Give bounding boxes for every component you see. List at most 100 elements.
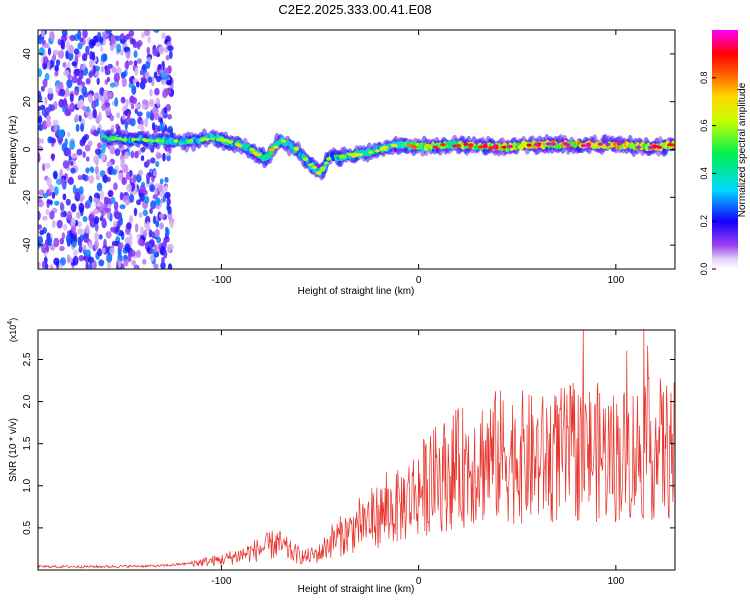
heatmap-cell — [107, 176, 111, 183]
heatmap-cell — [167, 45, 174, 52]
heatmap-cell — [42, 192, 49, 199]
heatmap-cell — [136, 234, 141, 240]
heatmap-cell — [128, 215, 134, 224]
heatmap-cell — [94, 148, 102, 155]
colorbar-tick-label: 0.6 — [699, 119, 709, 132]
heatmap-cell — [94, 165, 99, 176]
heatmap-cell — [136, 249, 141, 258]
heatmap-cell — [129, 118, 136, 127]
heatmap-cell — [157, 64, 162, 70]
heatmap-cell — [92, 108, 97, 119]
heatmap-cell — [77, 174, 83, 181]
heatmap-cell — [163, 239, 167, 249]
heatmap-cell — [154, 87, 160, 96]
heatmap-cell — [424, 143, 430, 148]
heatmap-cell — [133, 207, 138, 217]
heatmap-cell — [92, 64, 96, 75]
y-tick-label: 2.5 — [22, 352, 33, 366]
heatmap-cell — [53, 257, 60, 266]
heatmap-cell — [146, 246, 151, 253]
heatmap-cell — [88, 71, 93, 78]
heatmap-cell — [432, 145, 438, 149]
heatmap-cell — [66, 131, 71, 138]
figure-title: C2E2.2025.333.00.41.E08 — [278, 2, 431, 17]
heatmap-cell — [42, 215, 48, 221]
heatmap-cell — [52, 170, 58, 179]
heatmap-cell — [86, 106, 90, 113]
heatmap-cell — [78, 255, 84, 262]
heatmap-cell — [165, 88, 172, 95]
heatmap-cell — [62, 224, 68, 231]
heatmap-cell — [143, 229, 148, 238]
heatmap-cell — [77, 228, 84, 235]
heatmap-cell — [100, 54, 107, 62]
heatmap-cell — [93, 216, 100, 225]
heatmap-cell — [501, 145, 507, 149]
heatmap-cell — [46, 177, 52, 187]
heatmap-cell — [38, 47, 45, 56]
heatmap-cell — [162, 152, 166, 162]
heatmap-cell — [40, 243, 47, 249]
heatmap-cell — [110, 226, 116, 233]
heatmap-cell — [163, 106, 167, 114]
heatmap-cell — [67, 52, 74, 61]
heatmap-cell — [62, 61, 67, 68]
heatmap-cell — [44, 162, 51, 169]
y-tick-label: 1.0 — [22, 478, 33, 492]
heatmap-cell — [110, 196, 116, 204]
heatmap-cell — [130, 103, 135, 110]
heatmap-cell — [44, 107, 50, 116]
heatmap-cell — [155, 161, 160, 167]
heatmap-cell — [47, 87, 54, 95]
heatmap-cell — [491, 145, 498, 149]
heatmap-cell — [111, 66, 117, 74]
heatmap-cell — [135, 81, 140, 88]
heatmap-cell — [38, 36, 43, 45]
heatmap-cell — [406, 143, 412, 147]
heatmap-cell — [145, 61, 151, 70]
heatmap-cell — [132, 41, 139, 49]
heatmap-cell — [94, 232, 100, 242]
heatmap-cell — [616, 142, 622, 146]
snr-y-label: SNR (10 * v/v) — [8, 418, 19, 482]
heatmap-cell — [119, 217, 123, 226]
heatmap-cell — [137, 238, 143, 246]
heatmap-cell — [164, 226, 169, 233]
heatmap-cell — [119, 204, 126, 210]
heatmap-cell — [38, 105, 42, 111]
heatmap-cell — [139, 184, 146, 194]
heatmap-cell — [97, 248, 103, 257]
heatmap-cell — [169, 83, 174, 90]
heatmap-cell — [159, 213, 165, 219]
heatmap-cell — [392, 144, 399, 148]
heatmap-cell — [84, 144, 91, 152]
heatmap-cell — [78, 70, 84, 80]
heatmap-cell — [115, 60, 119, 67]
heatmap-cell — [90, 167, 95, 174]
spectrogram-x-label: Height of straight line (km) — [298, 286, 415, 297]
heatmap-cell — [97, 142, 102, 149]
heatmap-cell — [82, 135, 88, 142]
heatmap-cell — [142, 99, 149, 105]
heatmap-cell — [129, 249, 136, 257]
heatmap-cell — [96, 182, 103, 192]
heatmap-cell — [149, 88, 153, 97]
heatmap-cell — [117, 254, 123, 263]
colorbar-ticks: 0.0 0.2 0.4 0.6 0.8 — [699, 72, 716, 275]
heatmap-cell — [72, 184, 77, 195]
heatmap-cell — [281, 139, 287, 143]
heatmap-cell — [136, 111, 143, 117]
heatmap-cell — [333, 154, 339, 158]
heatmap-cell — [129, 193, 135, 203]
heatmap-cell — [103, 238, 107, 249]
heatmap-cell — [120, 157, 126, 167]
heatmap-cell — [140, 155, 145, 162]
heatmap-cell — [107, 190, 114, 197]
heatmap-cell — [49, 210, 55, 220]
snr-background — [38, 330, 675, 570]
heatmap-cell — [60, 211, 65, 218]
heatmap-cell — [507, 145, 513, 149]
heatmap-cell — [103, 196, 109, 204]
heatmap-cell — [102, 174, 109, 184]
heatmap-cell — [120, 49, 124, 56]
